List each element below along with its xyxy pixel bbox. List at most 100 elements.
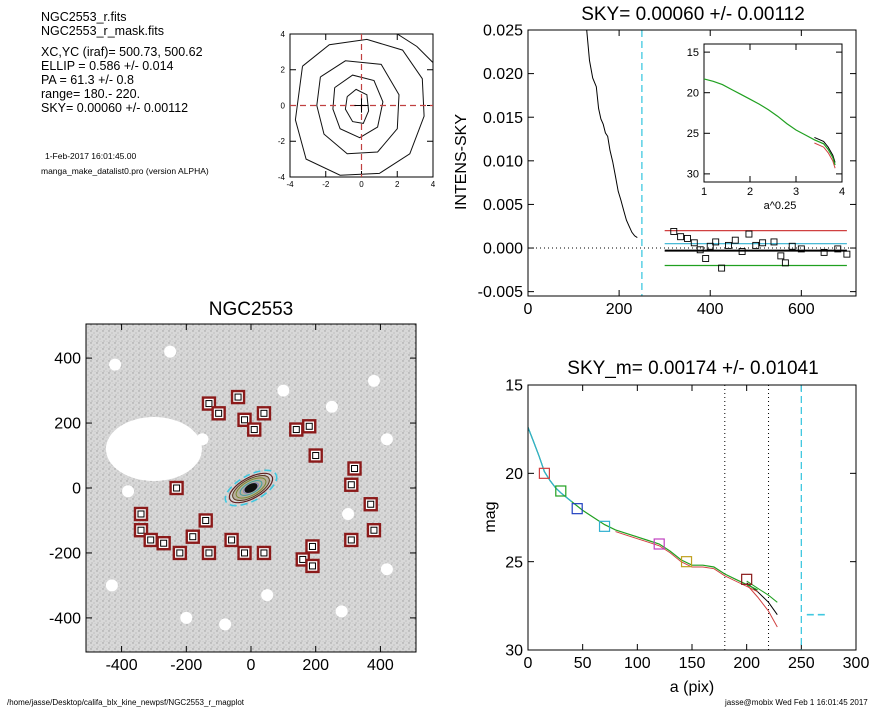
- sky-plot-frame: [527, 29, 857, 297]
- profile-marker: [741, 573, 753, 585]
- sky-sample-box-inner: [370, 526, 378, 534]
- sky-point: [690, 239, 698, 247]
- masked-hole: [325, 400, 338, 413]
- user-stamp: jasse@mobix Wed Feb 1 16:01:45 2017: [725, 698, 868, 707]
- inset-black-tail: [814, 136, 836, 163]
- x-tick-label: 0: [524, 301, 533, 318]
- center-contours: [294, 34, 433, 176]
- sky-sample-box: [347, 461, 362, 476]
- isophote-contour: [294, 38, 425, 176]
- galaxy-isophote: [239, 480, 263, 496]
- sky-sample-box-inner: [202, 516, 210, 524]
- masked-hole: [367, 374, 380, 387]
- sky-sample-box-inner: [308, 542, 316, 550]
- ellipticity: ELLIP = 0.586 +/- 0.014: [41, 59, 174, 73]
- program-name: manga_make_datalist0.pro (version ALPHA): [41, 166, 209, 176]
- mag-plot-ylabel: mag: [482, 501, 499, 532]
- fit-ellipse-outer: [224, 469, 278, 507]
- file-name: NGC2553_r.fits: [41, 10, 127, 24]
- sky-sample-box-inner: [241, 416, 249, 424]
- fit-ellipse-inner: [228, 472, 274, 504]
- sky-point: [731, 236, 739, 244]
- center-contour-plot: -4 -2 0 2 4 -4 -2 0 2 4: [278, 30, 436, 189]
- y-tick-label: -4: [278, 173, 286, 182]
- masked-hole: [196, 433, 209, 446]
- galaxy-isophote: [235, 477, 267, 499]
- sky-point: [770, 238, 778, 246]
- galaxy-title: NGC2553: [209, 299, 294, 320]
- sky-point: [777, 252, 785, 260]
- mag-profile-green: [528, 427, 758, 591]
- center-coordinates: XC,YC (iraf)= 500.73, 500.62: [41, 45, 203, 59]
- x-tick-label: -400: [106, 657, 138, 674]
- x-tick-label: 4: [839, 186, 845, 198]
- isophote-contour: [332, 74, 384, 139]
- position-angle: PA = 61.3 +/- 0.8: [41, 73, 134, 87]
- profile-marker: [555, 485, 567, 497]
- sky-point: [781, 259, 789, 267]
- sky-point: [738, 248, 746, 255]
- sky-point: [706, 242, 714, 250]
- masked-hole: [180, 611, 193, 624]
- profile-marker: [653, 538, 665, 550]
- masked-hole: [277, 384, 290, 397]
- y-tick-label: 20: [687, 88, 699, 100]
- mag-plot-frame: [527, 384, 857, 651]
- sky-sample-box: [289, 422, 304, 437]
- intensity-profile-line: [586, 30, 638, 239]
- masked-hole: [380, 433, 393, 446]
- x-tick-label: 0: [247, 657, 256, 674]
- sky-sample-box-inner: [241, 549, 249, 557]
- y-tick-label: 0.015: [483, 110, 523, 127]
- x-tick-label: 1: [701, 186, 707, 198]
- sky-sample-box: [256, 406, 272, 421]
- sky-sample-box-inner: [215, 409, 223, 417]
- sky-sample-box: [305, 539, 320, 554]
- x-tick-label: 400: [697, 301, 724, 318]
- sky-sample-box: [344, 532, 359, 548]
- y-tick-label: 25: [687, 128, 699, 140]
- sky-profile-plot: 0 200 400 600 -0.005 0.000 0.005 0.010 0.015 0.02…: [478, 23, 857, 318]
- y-tick-label: 30: [505, 643, 523, 660]
- sky-sample-box: [172, 545, 188, 561]
- sky-sample-box-inner: [205, 400, 213, 408]
- y-tick-label: 0: [281, 101, 286, 110]
- inset-profile-line: [703, 78, 836, 166]
- x-tick-label: 200: [606, 301, 633, 318]
- sky-sample-box: [169, 480, 184, 496]
- mag-plot-xlabel: a (pix): [670, 679, 714, 696]
- masked-hole: [122, 485, 135, 498]
- sky-point: [702, 255, 710, 262]
- masked-hole: [342, 507, 355, 520]
- sky-sample-box: [224, 532, 239, 548]
- sky-sample-box-inner: [234, 393, 242, 401]
- y-tick-label: -2: [278, 137, 286, 146]
- sky-sample-box-inner: [137, 510, 145, 518]
- isophote-contour: [397, 34, 433, 63]
- galaxy-image-plot: -400 -200 0 200 400 -400 -200 0 200 400: [49, 323, 417, 674]
- y-tick-label: 0.000: [483, 241, 523, 258]
- sky-sample-box-inner: [305, 422, 313, 430]
- sky-sample-box: [143, 532, 158, 548]
- sky-plot-ylabel: INTENS-SKY: [453, 114, 470, 210]
- x-tick-label: 0: [359, 180, 364, 189]
- x-tick-label: 400: [367, 657, 394, 674]
- sky-point: [788, 242, 796, 250]
- sky-sample-box-inner: [347, 536, 355, 544]
- sky-sample-box: [308, 448, 323, 463]
- y-tick-label: 200: [54, 416, 81, 433]
- profile-marker: [598, 520, 611, 532]
- masked-hole: [261, 589, 274, 602]
- y-tick-label: 0.020: [483, 66, 523, 83]
- sky-value: SKY= 0.00060 +/- 0.00112: [41, 101, 189, 115]
- sky-sample-box: [344, 477, 359, 492]
- fit-range: range= 180.- 220.: [41, 87, 141, 101]
- galaxy-nucleus: [244, 483, 258, 493]
- x-tick-label: 250: [788, 655, 815, 672]
- sky-sample-box-inner: [292, 426, 300, 434]
- sky-point: [670, 228, 678, 235]
- profile-marker: [680, 556, 693, 568]
- y-tick-label: -0.005: [478, 284, 523, 301]
- isophote-contour: [344, 88, 370, 124]
